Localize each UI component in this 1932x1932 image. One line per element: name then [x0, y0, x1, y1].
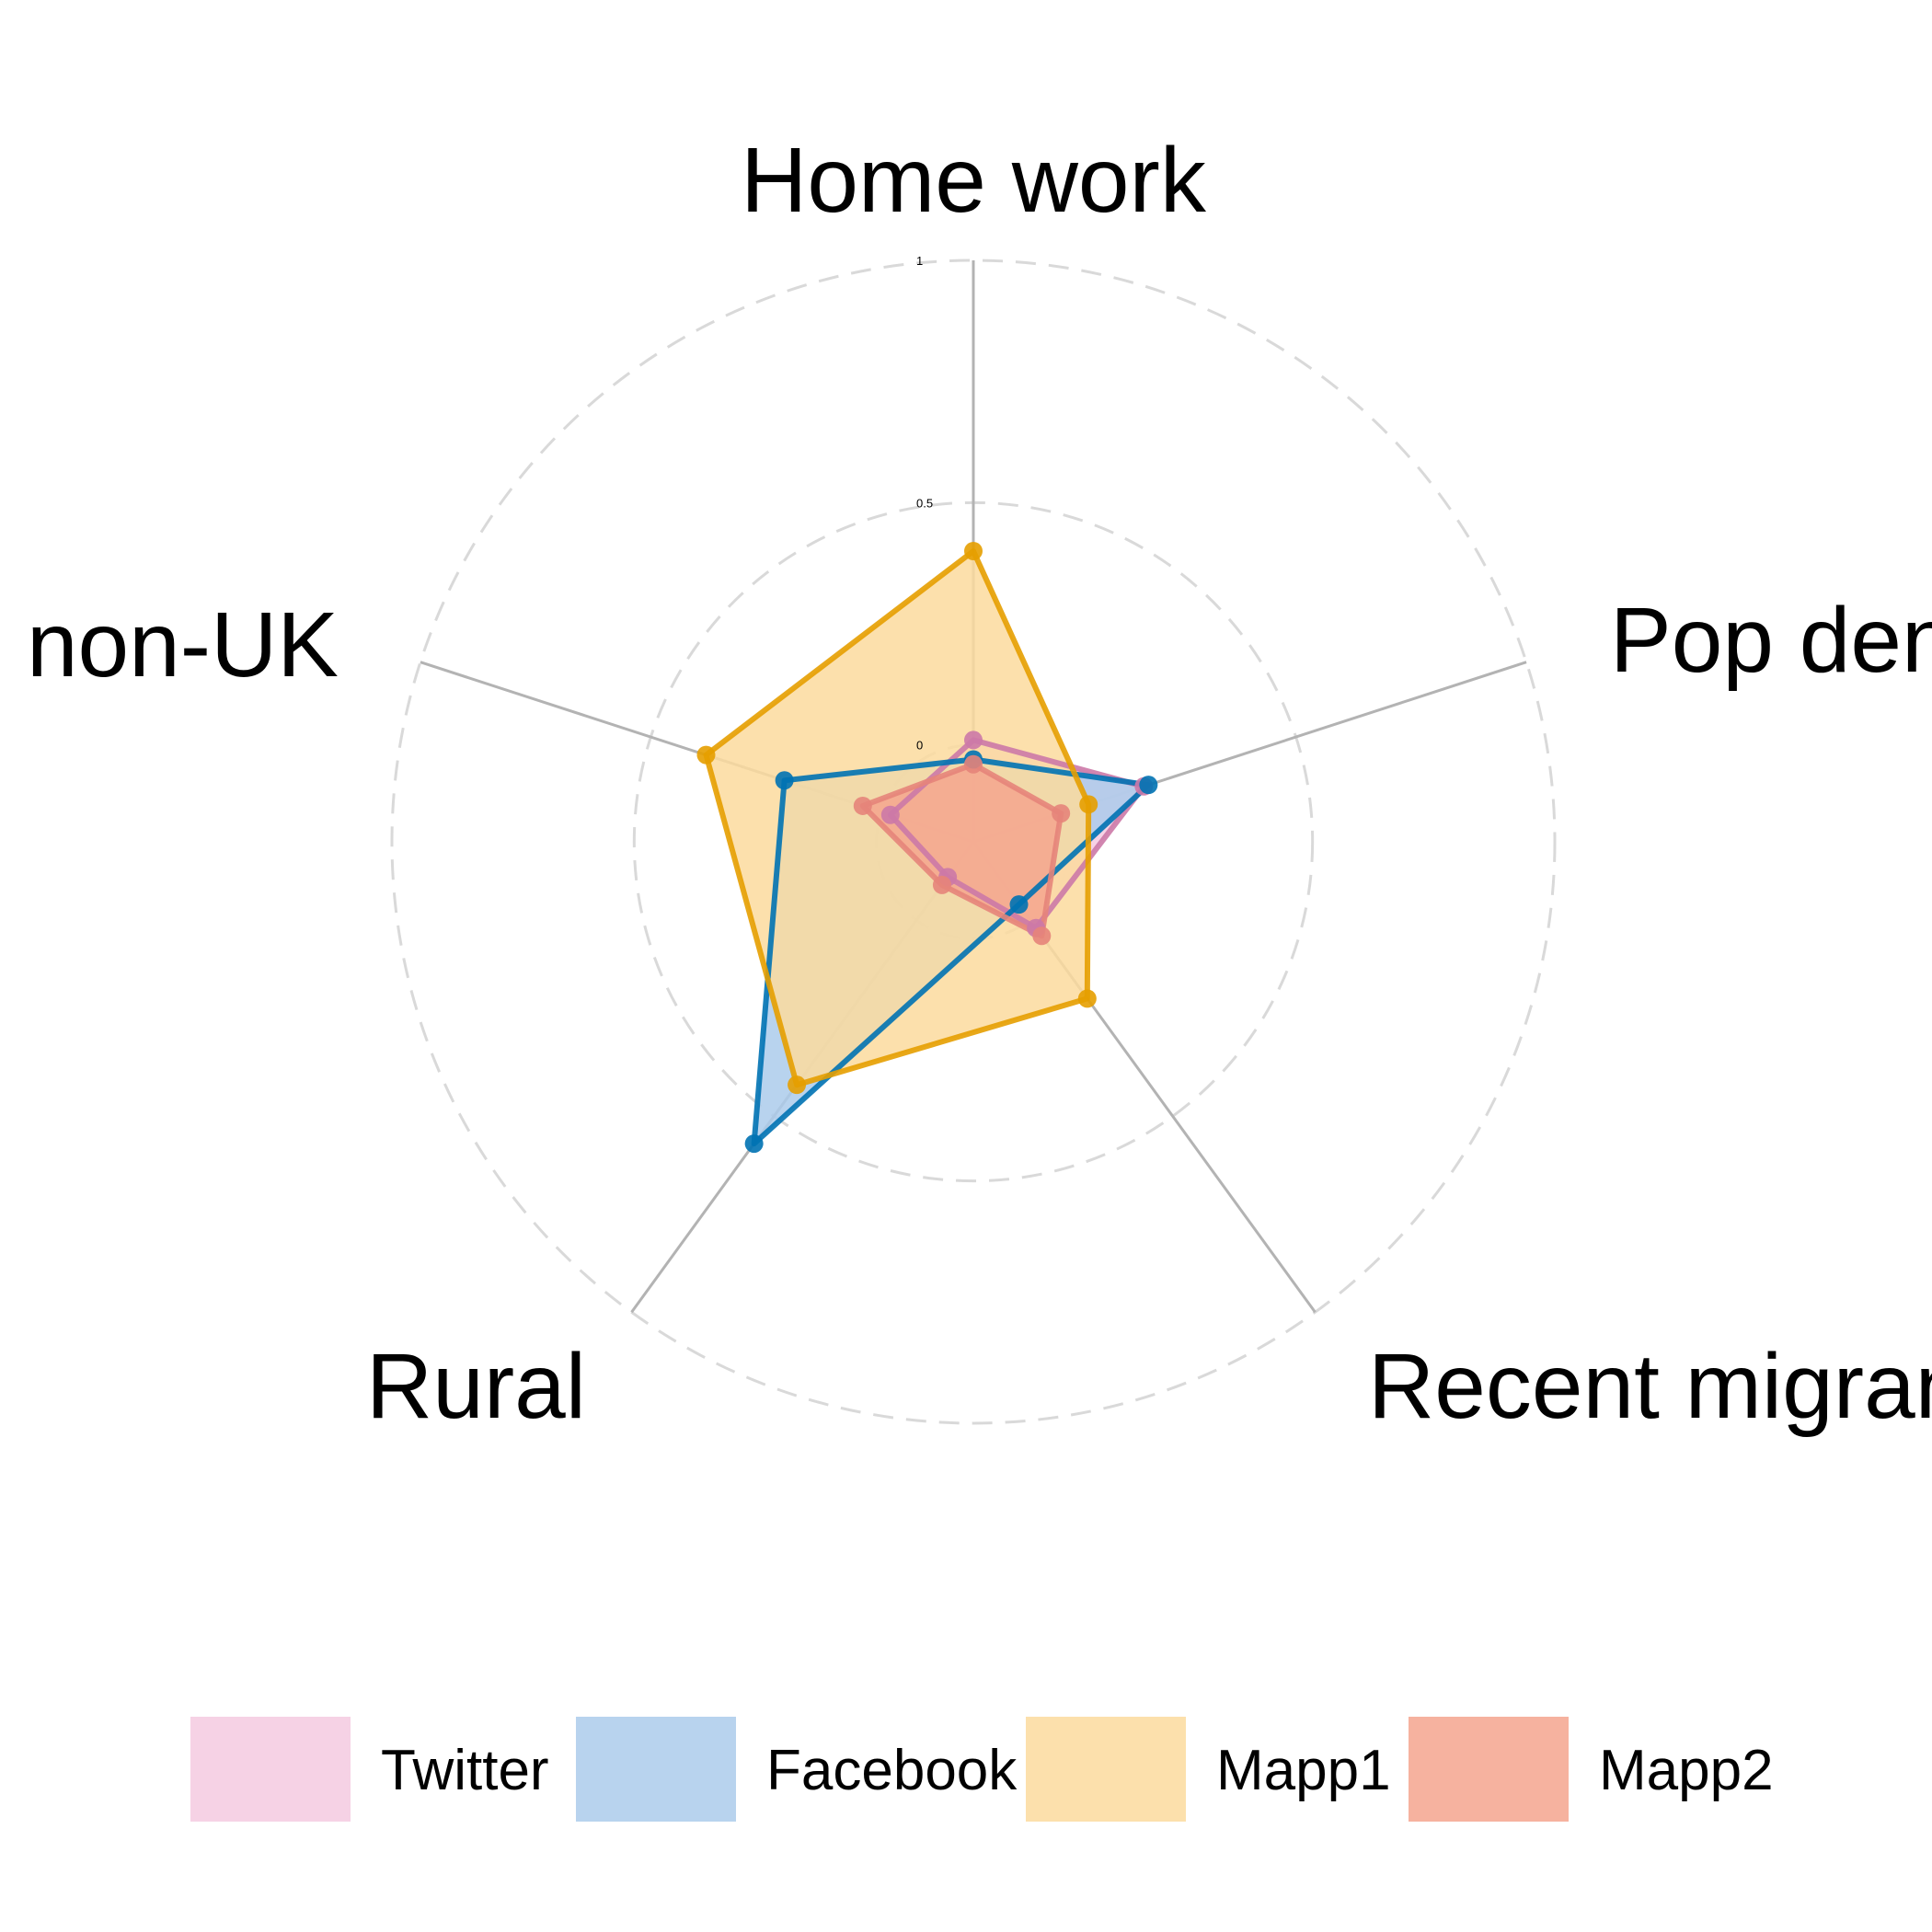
point-facebook-rural [744, 1134, 764, 1154]
point-mapp1-home-work [964, 542, 983, 560]
legend-swatch-mapp1 [1026, 1717, 1186, 1822]
legend: Twitter Facebook Mapp1 Mapp2 [190, 1717, 1774, 1822]
point-facebook-recent-migrants [1009, 895, 1029, 914]
point-mapp2-home-work [964, 754, 983, 774]
axis-label-non-uk: non-UK [27, 593, 339, 696]
axis-label-home-work: Home work [741, 129, 1207, 232]
point-twitter-home-work [964, 730, 983, 750]
legend-label-mapp2: Mapp2 [1599, 1739, 1774, 1802]
point-mapp2-pop-density [1052, 804, 1071, 823]
point-facebook-pop-density [1139, 776, 1158, 795]
legend-swatch-mapp2 [1409, 1717, 1569, 1822]
axis-label-pop-density: Pop dens [1610, 589, 1932, 692]
series-points [696, 542, 1158, 1154]
axis-label-rural: Rural [366, 1335, 586, 1438]
tick-labels: 00.51 [916, 254, 933, 753]
point-mapp2-non-uk [853, 796, 872, 815]
axis-labels: Home work Pop dens Recent migrant Rural non-… [27, 129, 1932, 1438]
series-line-facebook [751, 756, 1152, 1147]
legend-label-facebook: Facebook [766, 1739, 1018, 1802]
legend-swatch-facebook [576, 1717, 736, 1822]
series-line-mapp1 [703, 548, 1092, 1088]
tick-label-1: 1 [916, 254, 923, 268]
point-mapp1-pop-density [1079, 795, 1098, 814]
point-mapp1-recent-migrants [1077, 989, 1097, 1008]
point-twitter-non-uk [880, 805, 900, 824]
point-facebook-non-uk [775, 771, 794, 790]
grid-circle-1 [390, 259, 1557, 1425]
series-area-mapp2 [862, 764, 1062, 937]
point-mapp2-recent-migrants [1032, 926, 1052, 946]
series-lines [703, 548, 1152, 1147]
point-mapp1-rural [788, 1075, 807, 1095]
point-mapp1-non-uk [696, 745, 716, 765]
tick-label-0: 0 [916, 739, 923, 753]
point-mapp2-rural [932, 875, 951, 894]
tick-label-0-5: 0.5 [916, 496, 933, 510]
series-line-mapp2 [859, 761, 1064, 939]
legend-label-twitter: Twitter [381, 1739, 549, 1802]
axis-label-recent-migrants: Recent migrant [1368, 1335, 1932, 1438]
legend-swatch-twitter [190, 1717, 351, 1822]
legend-label-mapp1: Mapp1 [1216, 1739, 1391, 1802]
